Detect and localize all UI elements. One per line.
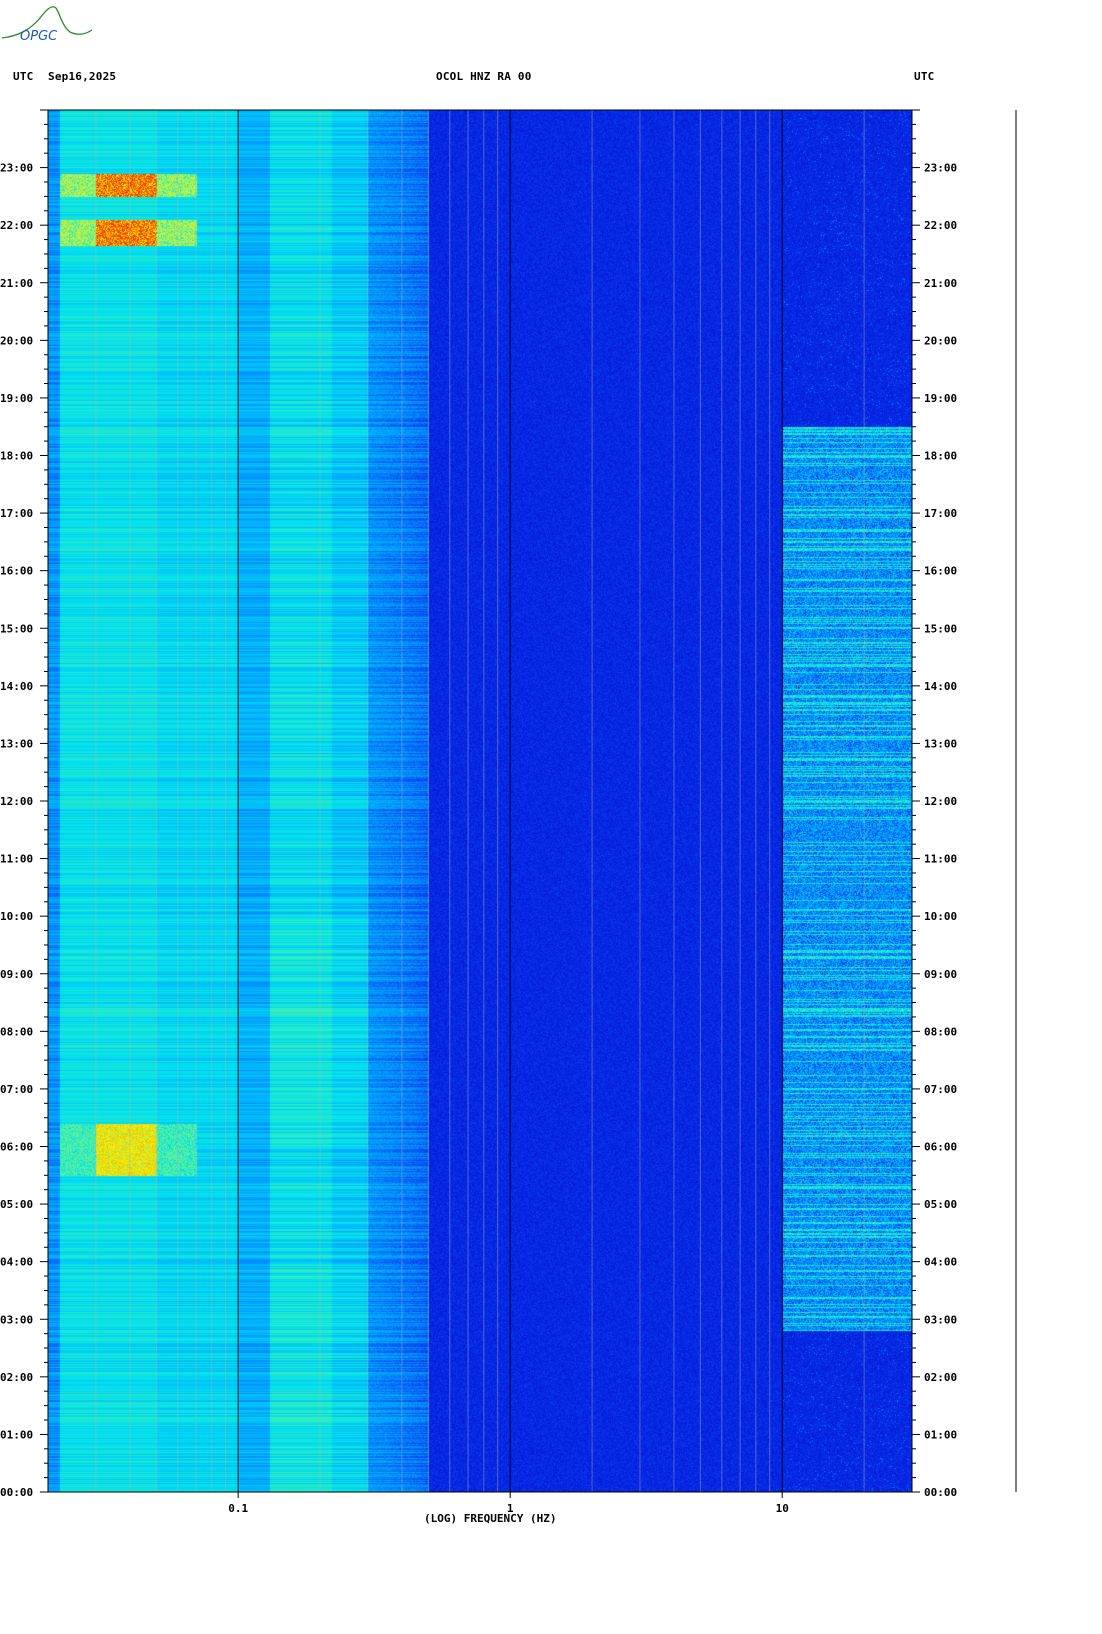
frequency-axis: 0.1 1 10 xyxy=(228,1492,789,1515)
time-label-right: 22:00 xyxy=(924,219,957,232)
time-label-right: 04:00 xyxy=(924,1256,957,1269)
time-label-left: 05:00 xyxy=(0,1198,33,1211)
header-left-timezone: UTC xyxy=(13,70,34,83)
time-label-right: 07:00 xyxy=(924,1083,957,1096)
time-label-right: 11:00 xyxy=(924,853,957,866)
time-label-left: 02:00 xyxy=(0,1371,33,1384)
time-label-left: 01:00 xyxy=(0,1428,33,1441)
time-label-right: 15:00 xyxy=(924,622,957,635)
frequency-tick-label: 1 xyxy=(507,1502,514,1515)
time-label-right: 01:00 xyxy=(924,1428,957,1441)
time-label-right: 14:00 xyxy=(924,680,957,693)
time-label-left: 22:00 xyxy=(0,219,33,232)
spectrogram-heatmap xyxy=(48,110,912,1492)
time-label-left: 16:00 xyxy=(0,565,33,578)
time-label-left: 10:00 xyxy=(0,910,33,923)
time-label-left: 15:00 xyxy=(0,622,33,635)
time-label-left: 07:00 xyxy=(0,1083,33,1096)
time-label-left: 19:00 xyxy=(0,392,33,405)
time-label-right: 08:00 xyxy=(924,1025,957,1038)
time-label-left: 08:00 xyxy=(0,1025,33,1038)
header-right-timezone: UTC xyxy=(914,70,935,83)
time-label-left: 17:00 xyxy=(0,507,33,520)
frequency-tick-label: 0.1 xyxy=(228,1502,248,1515)
time-label-left: 04:00 xyxy=(0,1256,33,1269)
time-label-left: 23:00 xyxy=(0,162,33,175)
time-label-left: 09:00 xyxy=(0,968,33,981)
time-label-right: 06:00 xyxy=(924,1141,957,1154)
frequency-tick-label: 10 xyxy=(776,1502,789,1515)
time-label-left: 06:00 xyxy=(0,1141,33,1154)
time-label-left: 20:00 xyxy=(0,334,33,347)
time-label-left: 21:00 xyxy=(0,277,33,290)
time-label-right: 16:00 xyxy=(924,565,957,578)
time-label-right: 18:00 xyxy=(924,450,957,463)
x-axis-label: (LOG) FREQUENCY (HZ) xyxy=(424,1512,557,1525)
time-label-right: 13:00 xyxy=(924,737,957,750)
opgc-logo: OPGC xyxy=(1,6,93,44)
time-label-right: 03:00 xyxy=(924,1313,957,1326)
time-label-left: 14:00 xyxy=(0,680,33,693)
time-label-right: 12:00 xyxy=(924,795,957,808)
time-label-left: 00:00 xyxy=(0,1486,33,1499)
time-label-right: 20:00 xyxy=(924,334,957,347)
time-label-right: 00:00 xyxy=(924,1486,957,1499)
time-label-left: 03:00 xyxy=(0,1313,33,1326)
time-label-left: 18:00 xyxy=(0,450,33,463)
spectrogram-image xyxy=(48,110,912,1492)
time-label-left: 11:00 xyxy=(0,853,33,866)
time-label-right: 19:00 xyxy=(924,392,957,405)
time-label-right: 17:00 xyxy=(924,507,957,520)
time-label-right: 23:00 xyxy=(924,162,957,175)
time-axis: 00:00 00:00 01:00 01:00 02:00 02:00 03:00 03:00… xyxy=(0,109,957,1499)
time-label-left: 13:00 xyxy=(0,737,33,750)
time-label-right: 05:00 xyxy=(924,1198,957,1211)
logo-mountain-icon xyxy=(1,6,93,39)
time-label-right: 21:00 xyxy=(924,277,957,290)
time-label-right: 09:00 xyxy=(924,968,957,981)
time-label-right: 10:00 xyxy=(924,910,957,923)
time-label-left: 12:00 xyxy=(0,795,33,808)
time-label-right: 02:00 xyxy=(924,1371,957,1384)
header-date: Sep16,2025 xyxy=(48,70,117,83)
header-station: OCOL HNZ RA 00 xyxy=(436,70,532,83)
logo-text: OPGC xyxy=(20,29,58,44)
